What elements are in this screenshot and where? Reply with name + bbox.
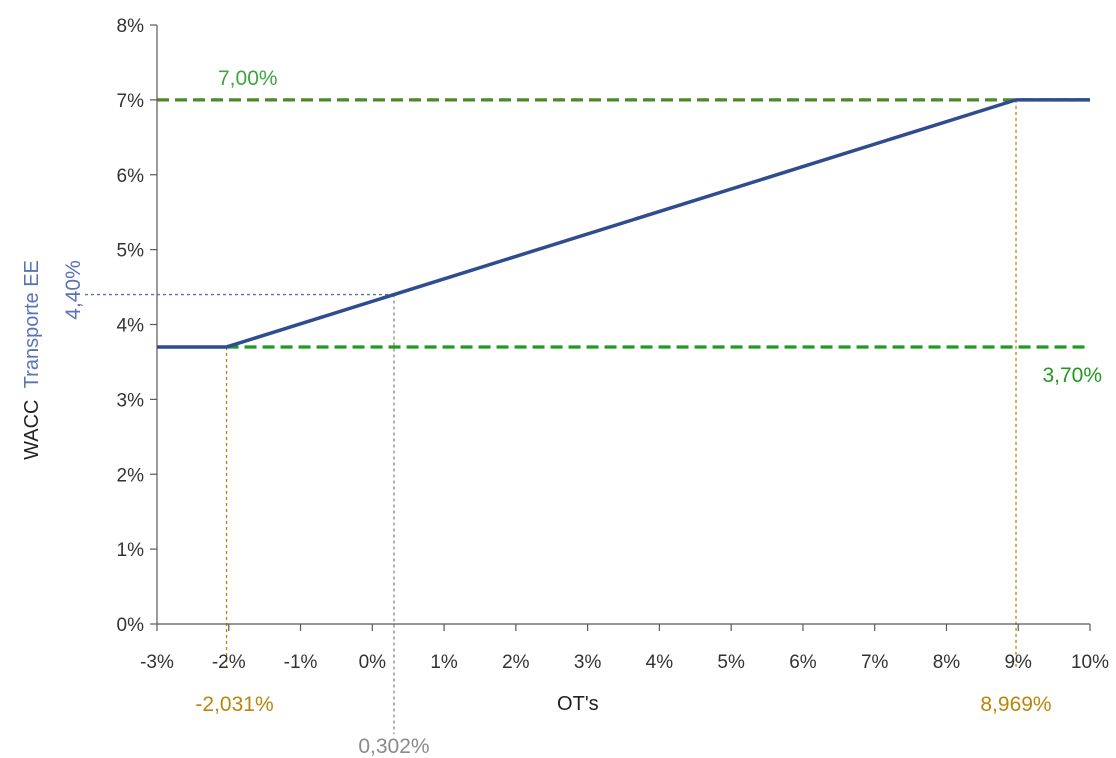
label-minus-2-031: -2,031% xyxy=(195,693,273,716)
x-tick-label: 5% xyxy=(717,652,745,673)
x-tick-label: 9% xyxy=(1004,652,1032,673)
x-tick-label: 2% xyxy=(502,652,530,673)
x-ticks: -3% -2% -1% 0% 1% 2% 3% 4% 5% 6% 7% 8% 9% 10% xyxy=(140,624,1109,673)
x-tick-label: 7% xyxy=(861,652,889,673)
y-tick-label: 3% xyxy=(117,390,145,411)
label-3-70: 3,70% xyxy=(1042,364,1102,387)
x-tick-label: 0% xyxy=(359,652,387,673)
x-tick-label: -3% xyxy=(140,652,174,673)
label-4-40: 4,40% xyxy=(62,260,85,320)
y-axis-title: WACC Transporte EE xyxy=(21,260,43,460)
annotation-labels: 7,00% 3,70% -2,031% 8,969% 0,302% 4,40% xyxy=(62,67,1102,758)
y-axis-title-wacc: WACC xyxy=(21,400,43,460)
x-tick-label: 6% xyxy=(789,652,817,673)
y-ticks: 0% 1% 2% 3% 4% 5% 6% 7% 8% xyxy=(117,16,157,636)
x-tick-label: 8% xyxy=(933,652,961,673)
x-tick-label: 1% xyxy=(430,652,458,673)
y-tick-label: 8% xyxy=(117,16,145,37)
y-tick-label: 4% xyxy=(117,316,145,337)
series xyxy=(157,98,1090,349)
reference-lines xyxy=(157,98,1090,349)
y-tick-label: 6% xyxy=(117,166,145,187)
marker-lines xyxy=(85,99,1017,734)
y-tick-label: 7% xyxy=(117,91,145,112)
y-tick-label: 5% xyxy=(117,241,145,262)
y-tick-label: 1% xyxy=(117,540,145,561)
y-axis-title-transporte: Transporte EE xyxy=(21,260,43,388)
x-tick-label: 4% xyxy=(646,652,674,673)
x-axis-title: OT's xyxy=(557,693,599,715)
series-line xyxy=(157,98,1090,349)
label-0-302: 0,302% xyxy=(358,735,429,758)
x-tick-label: 3% xyxy=(574,652,602,673)
label-7-00: 7,00% xyxy=(218,67,278,90)
x-tick-label: -2% xyxy=(212,652,246,673)
x-tick-label: -1% xyxy=(284,652,318,673)
x-tick-label: 10% xyxy=(1071,652,1109,673)
y-tick-label: 0% xyxy=(117,615,145,636)
label-8-969: 8,969% xyxy=(980,693,1051,716)
y-tick-label: 2% xyxy=(117,465,145,486)
